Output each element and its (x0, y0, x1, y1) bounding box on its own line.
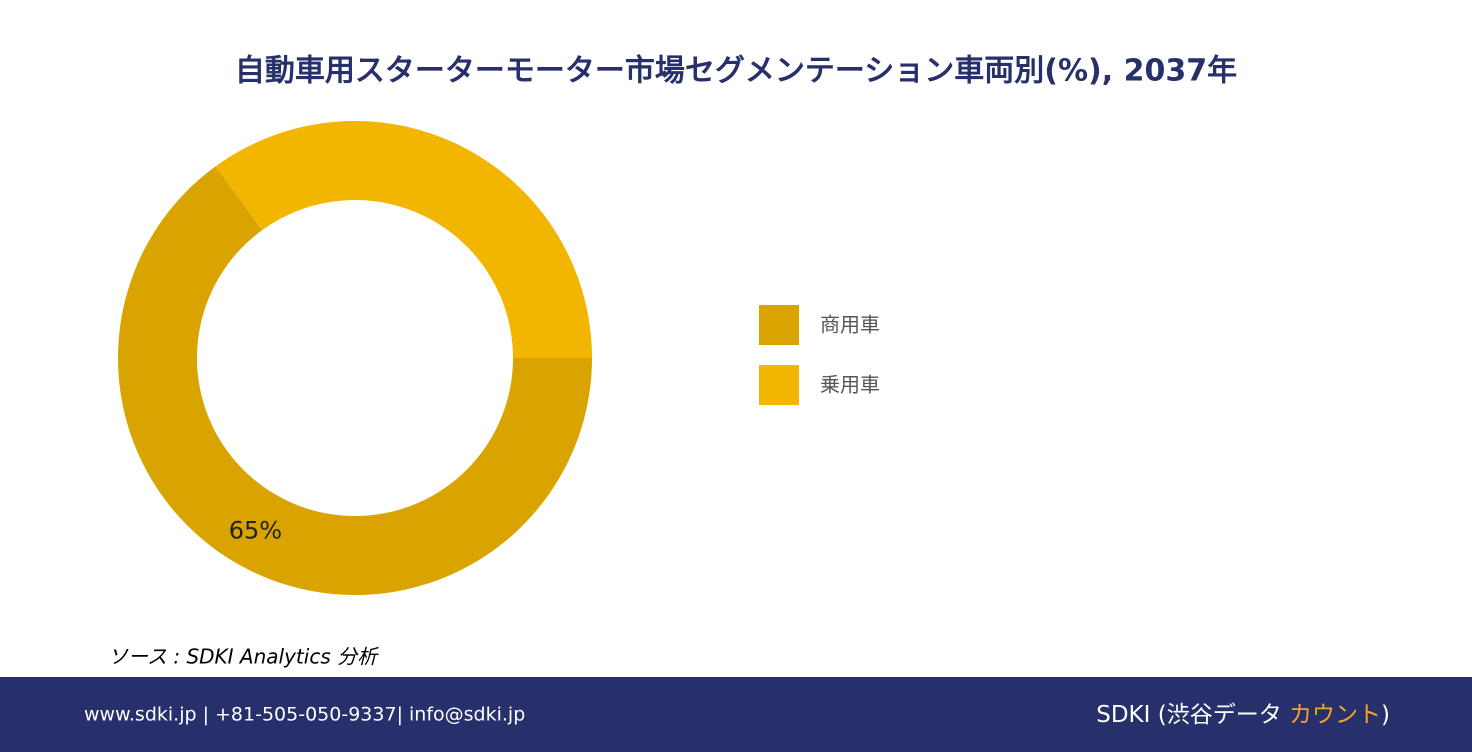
footer-contact: www.sdki.jp | +81-505-050-9337| info@sdk… (84, 704, 525, 726)
brand-accent: カウント (1289, 702, 1381, 728)
brand-text: ) (1381, 702, 1390, 728)
donut-segment (117, 166, 592, 596)
legend-swatch (759, 365, 799, 405)
legend-label: 商用車 (820, 313, 880, 337)
data-label: 65% (229, 516, 282, 544)
brand-text: SDKI (渋谷データ (1096, 702, 1289, 728)
legend-label: 乗用車 (820, 373, 880, 397)
source: ソース : SDKI Analytics 分析 (108, 645, 379, 669)
legend-swatch (759, 305, 799, 345)
donut-segment (215, 120, 593, 359)
footer-bar (0, 677, 1472, 752)
footer-brand: SDKI (渋谷データ カウント) (1096, 702, 1390, 728)
donut: 65% (117, 120, 593, 596)
chart-title: 自動車用スターターモーター市場セグメンテーション車両別(%), 2037年 (235, 54, 1237, 89)
